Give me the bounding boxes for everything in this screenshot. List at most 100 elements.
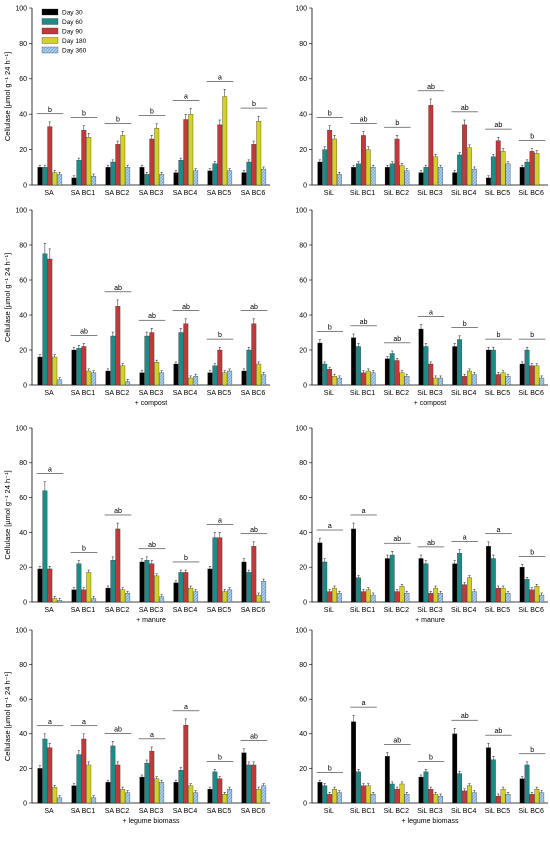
significance-letter: b xyxy=(48,107,52,114)
bar-day-360 xyxy=(159,596,165,603)
significance-letter: b xyxy=(463,321,467,328)
bar-day-180 xyxy=(120,789,126,804)
y-tick-label: 80 xyxy=(19,662,27,669)
bar-day-90 xyxy=(115,764,121,804)
bar-day-30 xyxy=(105,782,111,804)
bar-day-90 xyxy=(428,363,434,386)
bar-day-180 xyxy=(52,598,58,603)
bar-day-180 xyxy=(86,764,92,804)
bar-day-30 xyxy=(384,167,390,186)
category-label: SiL BC1 xyxy=(350,808,376,815)
y-tick-label: 40 xyxy=(19,112,27,119)
bar-day-90 xyxy=(149,138,155,186)
significance-letter: a xyxy=(82,719,86,726)
y-tick-label: 0 xyxy=(303,800,307,807)
bar-day-60 xyxy=(322,561,328,603)
significance-letter: ab xyxy=(80,328,88,335)
bar-day-360 xyxy=(438,167,443,186)
y-tick-label: 60 xyxy=(299,76,307,83)
category-label: SiL BC4 xyxy=(451,390,477,397)
bar-day-60 xyxy=(76,348,82,386)
bar-day-30 xyxy=(207,170,213,186)
bar-day-180 xyxy=(433,377,439,386)
bar-day-360 xyxy=(193,792,199,804)
bar-day-90 xyxy=(428,105,434,186)
significance-letter: b xyxy=(429,754,433,761)
bar-day-360 xyxy=(471,792,477,804)
bar-day-90 xyxy=(360,785,366,804)
bar-day-90 xyxy=(47,747,53,804)
bar-day-90 xyxy=(529,794,535,804)
y-axis-label: Cellulase [µmol g⁻¹ 24 h⁻¹] xyxy=(3,52,12,141)
legend-label: Day 30 xyxy=(62,10,83,17)
significance-letter: ab xyxy=(250,304,258,311)
bar-day-180 xyxy=(332,587,337,603)
category-label: SiL BC4 xyxy=(451,190,477,197)
bar-day-360 xyxy=(261,785,267,804)
x-axis-label: + manure xyxy=(415,617,445,624)
bar-day-30 xyxy=(37,167,43,186)
bar-day-30 xyxy=(351,528,356,603)
significance-letter: ab xyxy=(461,105,469,112)
significance-letter: ab xyxy=(495,122,503,129)
bar-day-360 xyxy=(505,593,511,603)
bar-day-90 xyxy=(81,589,87,603)
bar-day-60 xyxy=(389,783,395,804)
bar-day-180 xyxy=(222,591,228,603)
bar-day-60 xyxy=(246,572,252,603)
bar-day-30 xyxy=(418,558,424,603)
bar-day-30 xyxy=(37,568,43,603)
category-label: SA xyxy=(44,607,54,614)
bar-day-90 xyxy=(360,591,366,603)
bar-day-360 xyxy=(337,377,342,386)
bar-day-180 xyxy=(500,372,506,386)
y-tick-label: 40 xyxy=(299,312,307,319)
significance-letter: a xyxy=(362,508,366,515)
y-tick-label: 100 xyxy=(295,207,307,214)
bar-day-90 xyxy=(217,124,223,186)
bar-day-60 xyxy=(178,160,184,186)
y-tick-label: 0 xyxy=(23,599,27,606)
bar-day-360 xyxy=(337,174,342,186)
category-label: SA BC3 xyxy=(139,808,164,815)
bar-day-60 xyxy=(457,553,463,603)
bar-day-60 xyxy=(356,163,361,186)
significance-letter: a xyxy=(429,309,433,316)
bar-day-90 xyxy=(81,738,87,804)
bar-day-90 xyxy=(327,129,333,186)
y-tick-label: 60 xyxy=(19,277,27,284)
bar-day-360 xyxy=(505,794,511,804)
bar-day-180 xyxy=(188,114,194,186)
y-tick-label: 80 xyxy=(299,41,307,48)
y-tick-label: 100 xyxy=(15,425,27,432)
significance-letter: ab xyxy=(393,737,401,744)
y-axis-label: Cellulase [µmol g⁻¹ 24 h⁻¹] xyxy=(3,672,12,761)
y-tick-label: 20 xyxy=(19,347,27,354)
bar-day-360 xyxy=(91,175,97,186)
category-label: SiL BC6 xyxy=(518,607,544,614)
bar-day-360 xyxy=(261,580,267,603)
bar-day-180 xyxy=(154,362,160,386)
bar-day-30 xyxy=(452,346,458,386)
significance-letter: b xyxy=(530,549,534,556)
bar-day-30 xyxy=(241,370,247,386)
bar-day-60 xyxy=(212,771,218,804)
category-label: SA BC6 xyxy=(241,607,266,614)
bar-day-30 xyxy=(139,776,145,804)
bar-day-90 xyxy=(462,124,467,186)
bar-day-30 xyxy=(351,337,356,386)
category-label: SiL BC5 xyxy=(485,390,511,397)
significance-letter: ab xyxy=(427,84,435,91)
bar-day-180 xyxy=(534,789,540,804)
category-label: SA BC1 xyxy=(71,607,96,614)
x-axis-label: + compost xyxy=(414,400,447,407)
bar-day-360 xyxy=(337,593,342,603)
bar-day-180 xyxy=(154,128,160,186)
y-tick-label: 20 xyxy=(299,347,307,354)
bar-day-360 xyxy=(337,792,342,804)
bar-day-180 xyxy=(188,587,194,603)
y-tick-label: 40 xyxy=(299,731,307,738)
x-axis-label: + legume biomass xyxy=(401,818,459,825)
significance-letter: a xyxy=(48,467,52,474)
